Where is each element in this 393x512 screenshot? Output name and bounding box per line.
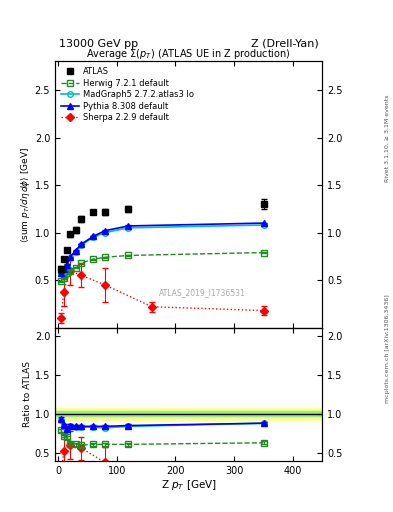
Y-axis label: $\langle$sum $p_T/d\eta\,d\phi\rangle$ [GeV]: $\langle$sum $p_T/d\eta\,d\phi\rangle$ [… bbox=[19, 146, 32, 243]
X-axis label: Z $p_T$ [GeV]: Z $p_T$ [GeV] bbox=[161, 478, 217, 493]
Text: mcplots.cern.ch [arXiv:1306.3436]: mcplots.cern.ch [arXiv:1306.3436] bbox=[385, 294, 389, 402]
Legend: ATLAS, Herwig 7.2.1 default, MadGraph5 2.7.2.atlas3 lo, Pythia 8.308 default, Sh: ATLAS, Herwig 7.2.1 default, MadGraph5 2… bbox=[59, 66, 195, 124]
Bar bbox=[55, 412, 322, 416]
Text: 13000 GeV pp: 13000 GeV pp bbox=[59, 38, 138, 49]
Title: Average $\Sigma(p_T)$ (ATLAS UE in Z production): Average $\Sigma(p_T)$ (ATLAS UE in Z pro… bbox=[86, 47, 291, 61]
Text: Z (Drell-Yan): Z (Drell-Yan) bbox=[251, 38, 318, 49]
Text: ATLAS_2019_I1736531: ATLAS_2019_I1736531 bbox=[159, 289, 245, 297]
Y-axis label: Ratio to ATLAS: Ratio to ATLAS bbox=[23, 361, 32, 427]
Bar bbox=[55, 408, 322, 420]
Text: Rivet 3.1.10, ≥ 3.1M events: Rivet 3.1.10, ≥ 3.1M events bbox=[385, 95, 389, 182]
